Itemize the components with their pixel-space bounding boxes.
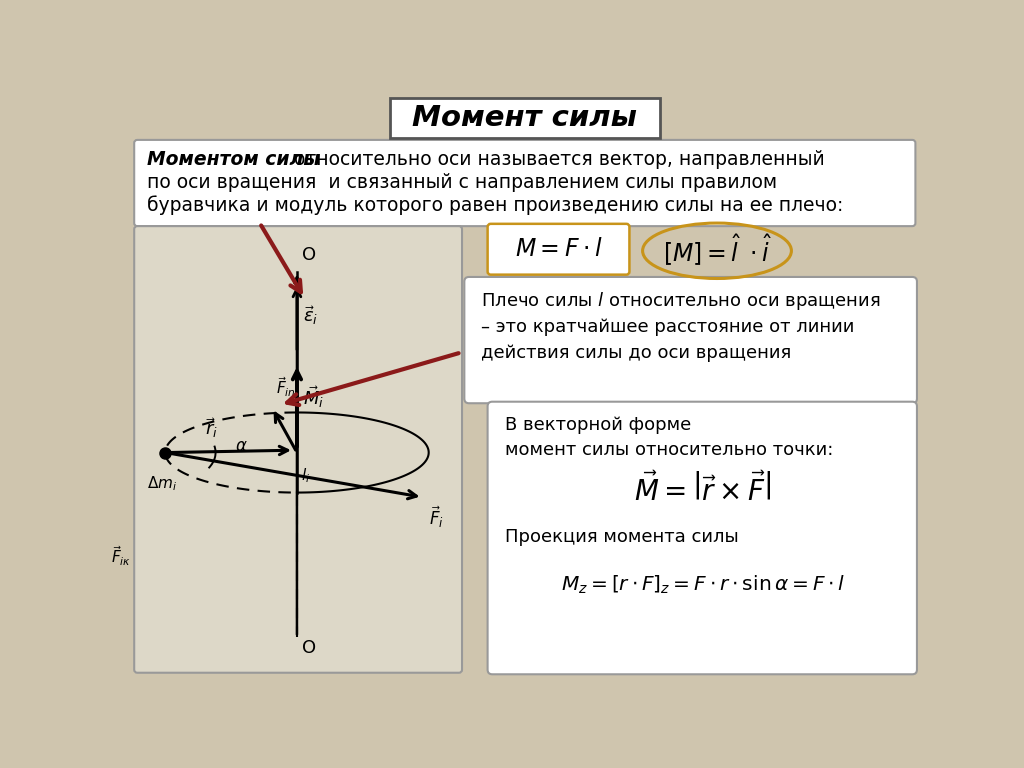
Text: $\vec{\varepsilon}_i$: $\vec{\varepsilon}_i$ xyxy=(303,304,318,327)
Text: $l_i$: $l_i$ xyxy=(301,466,310,485)
Text: $\vec{F}_{in}$: $\vec{F}_{in}$ xyxy=(276,375,296,399)
Text: O: O xyxy=(302,246,315,264)
Text: Проекция момента силы: Проекция момента силы xyxy=(505,528,738,546)
Text: – это кратчайшее расстояние от линии: – это кратчайшее расстояние от линии xyxy=(480,318,854,336)
Text: $\vec{r}_i$: $\vec{r}_i$ xyxy=(205,416,218,440)
Text: Моментом силы: Моментом силы xyxy=(146,150,319,169)
Text: буравчика и модуль которого равен произведению силы на ее плечо:: буравчика и модуль которого равен произв… xyxy=(146,196,843,215)
FancyBboxPatch shape xyxy=(487,402,916,674)
Text: Плечо силы $l$ относительно оси вращения: Плечо силы $l$ относительно оси вращения xyxy=(480,290,880,312)
Text: $M_z = \left[r \cdot F\right]_z = F \cdot r \cdot \sin\alpha = F \cdot l$: $M_z = \left[r \cdot F\right]_z = F \cdo… xyxy=(561,574,845,596)
Text: по оси вращения  и связанный с направлением силы правилом: по оси вращения и связанный с направлени… xyxy=(146,173,777,192)
Text: $\vec{F}_i$: $\vec{F}_i$ xyxy=(429,505,443,531)
Text: $\vec{F}_{i\kappa}$: $\vec{F}_{i\kappa}$ xyxy=(111,545,131,568)
Text: Момент силы: Момент силы xyxy=(413,104,637,132)
Text: $\vec{M} = \left|\vec{r} \times \vec{F}\right|$: $\vec{M} = \left|\vec{r} \times \vec{F}\… xyxy=(635,472,772,507)
Text: O: O xyxy=(302,639,315,657)
Text: $\vec{M}_i$: $\vec{M}_i$ xyxy=(303,384,325,410)
FancyBboxPatch shape xyxy=(134,140,915,226)
Text: действия силы до оси вращения: действия силы до оси вращения xyxy=(480,344,791,362)
Text: относительно оси называется вектор, направленный: относительно оси называется вектор, напр… xyxy=(288,150,824,169)
FancyBboxPatch shape xyxy=(464,277,916,403)
FancyBboxPatch shape xyxy=(134,226,462,673)
Text: $\alpha$: $\alpha$ xyxy=(234,437,248,455)
Text: В векторной форме: В векторной форме xyxy=(505,415,691,434)
FancyBboxPatch shape xyxy=(390,98,659,138)
Text: момент силы относительно точки:: момент силы относительно точки: xyxy=(505,441,834,459)
Text: $[M] = \hat{l}\ \cdot \hat{i}$: $[M] = \hat{l}\ \cdot \hat{i}$ xyxy=(663,233,771,268)
Text: $M = F \cdot l$: $M = F \cdot l$ xyxy=(515,237,603,261)
FancyBboxPatch shape xyxy=(487,223,630,275)
Text: $\Delta m_i$: $\Delta m_i$ xyxy=(147,474,177,493)
